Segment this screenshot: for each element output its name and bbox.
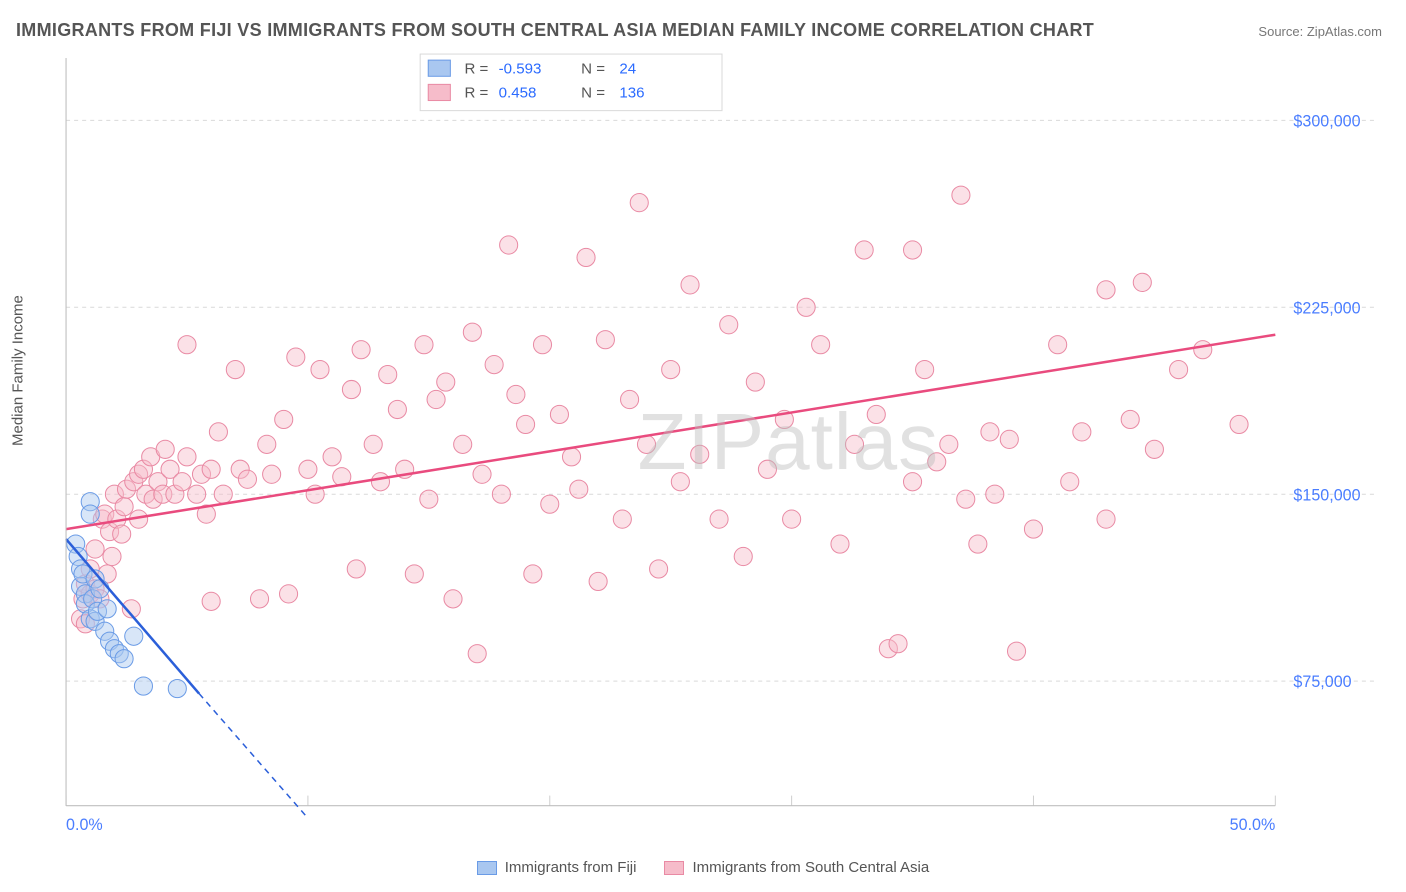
plot-area: $75,000 $150,000 $225,000 $300,000 0.0% 50.0… — [58, 48, 1386, 836]
source-label: Source: — [1258, 24, 1303, 39]
svg-text:50.0%: 50.0% — [1230, 816, 1276, 834]
svg-text:24: 24 — [619, 60, 636, 77]
gridlines-vertical — [66, 796, 1275, 806]
svg-text:136: 136 — [619, 84, 644, 101]
legend-item-fiji: Immigrants from Fiji — [477, 859, 637, 876]
regression-lines — [66, 335, 1275, 818]
svg-text:-0.593: -0.593 — [499, 60, 542, 77]
y-tick-labels: $75,000 $150,000 $225,000 $300,000 — [1293, 112, 1360, 691]
svg-text:R =: R = — [464, 84, 488, 101]
legend-swatch-icon — [477, 861, 497, 875]
x-tick-labels: 0.0% 50.0% — [66, 816, 1275, 834]
legend-item-sca: Immigrants from South Central Asia — [664, 859, 929, 876]
svg-text:N =: N = — [581, 84, 605, 101]
svg-text:$150,000: $150,000 — [1293, 486, 1360, 504]
chart-title: IMMIGRANTS FROM FIJI VS IMMIGRANTS FROM … — [16, 20, 1094, 41]
svg-text:N =: N = — [581, 60, 605, 77]
legend-label: Immigrants from South Central Asia — [692, 859, 929, 876]
series-south-central-asia — [72, 186, 1249, 663]
svg-text:$225,000: $225,000 — [1293, 299, 1360, 317]
scatter-chart: $75,000 $150,000 $225,000 $300,000 0.0% 50.0… — [58, 48, 1386, 836]
svg-text:0.0%: 0.0% — [66, 816, 103, 834]
legend-swatch-icon — [664, 861, 684, 875]
source-site: ZipAtlas.com — [1307, 24, 1382, 39]
svg-text:$75,000: $75,000 — [1293, 673, 1351, 691]
svg-text:$300,000: $300,000 — [1293, 112, 1360, 130]
svg-text:R =: R = — [464, 60, 488, 77]
bottom-legend: Immigrants from Fiji Immigrants from Sou… — [0, 859, 1406, 876]
series-fiji — [67, 493, 187, 698]
y-axis-title: Median Family Income — [10, 295, 27, 446]
legend-label: Immigrants from Fiji — [505, 859, 637, 876]
source-attribution: Source: ZipAtlas.com — [1258, 24, 1382, 39]
top-legend-box: R = -0.593 N = 24 R = 0.458 N = 136 — [420, 54, 722, 111]
svg-text:0.458: 0.458 — [499, 84, 537, 101]
